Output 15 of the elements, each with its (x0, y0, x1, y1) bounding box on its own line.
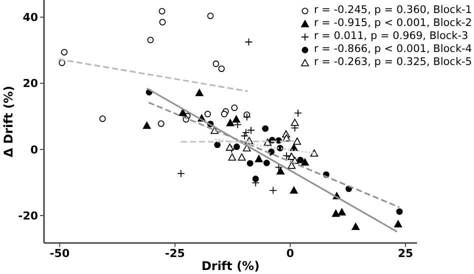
y-tick-label: 0 (30, 143, 38, 156)
y-axis-title: Δ Drift (%) (1, 86, 16, 158)
x-tick-label: 0 (286, 246, 294, 260)
legend-label: r = -0.915, p < 0.001, Block-2 (314, 17, 472, 30)
x-tick-label: 25 (398, 246, 414, 260)
x-axis-title: Drift (%) (201, 259, 260, 273)
y-tick-label: -20 (18, 209, 38, 222)
y-tick-label: 40 (22, 11, 38, 24)
legend-label: r = -0.866, p < 0.001, Block-4 (314, 43, 472, 56)
x-tick-label: -50 (50, 246, 70, 260)
legend-label: r = -0.263, p = 0.325, Block-5 (314, 56, 472, 69)
legend-label: r = 0.011, p = 0.969, Block-3 (314, 30, 468, 43)
y-tick-label: 20 (22, 77, 38, 90)
legend-label: r = -0.245, p = 0.360, Block-1 (314, 4, 472, 17)
x-tick-label: -25 (165, 246, 185, 260)
